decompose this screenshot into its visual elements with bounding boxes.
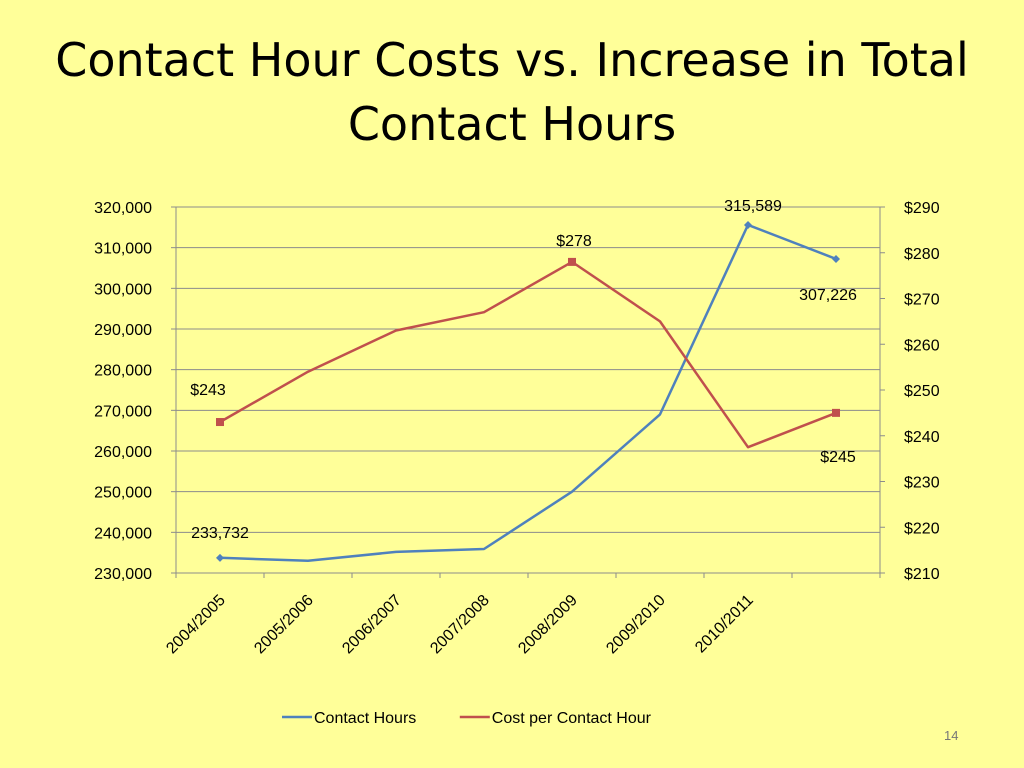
left-tick-label: 260,000	[94, 444, 152, 461]
left-tick-label: 280,000	[94, 363, 152, 380]
x-tick-label: 2010/2011	[692, 592, 757, 657]
data-label: $245	[820, 449, 856, 466]
slide-title: Contact Hour Costs vs. Increase in Total…	[55, 33, 969, 151]
left-tick-label: 310,000	[94, 241, 152, 258]
data-label: $243	[190, 382, 226, 399]
left-tick-label: 240,000	[94, 525, 152, 542]
x-tick-label: 2005/2006	[251, 592, 317, 658]
data-point	[216, 553, 224, 562]
left-tick-label: 300,000	[94, 281, 152, 298]
x-tick-label: 2009/2010	[603, 592, 669, 658]
x-tick-label: 2004/2005	[163, 592, 229, 658]
data-point	[216, 418, 224, 427]
left-tick-label: 270,000	[94, 403, 152, 420]
data-point	[744, 220, 752, 229]
x-tick-label: 2007/2008	[427, 592, 493, 658]
data-label: 233,732	[191, 525, 249, 542]
data-point	[832, 408, 840, 417]
legend-label: Cost per Contact Hour	[492, 710, 652, 727]
series-line-contact-hours	[219, 223, 837, 563]
right-tick-label: $270	[904, 292, 940, 309]
data-label: 315,589	[724, 198, 782, 215]
left-tick-label: 250,000	[94, 485, 152, 502]
right-tick-label: $210	[904, 566, 940, 583]
right-tick-label: $290	[904, 200, 940, 217]
data-point	[832, 254, 840, 263]
left-tick-label: 320,000	[94, 200, 152, 217]
data-label: 307,226	[799, 287, 857, 304]
right-tick-label: $280	[904, 246, 940, 263]
left-tick-label: 230,000	[94, 566, 152, 583]
right-tick-label: $220	[904, 520, 940, 537]
right-tick-label: $250	[904, 383, 940, 400]
slide-number: 14	[944, 728, 959, 743]
legend-label: Contact Hours	[314, 710, 416, 727]
right-tick-label: $260	[904, 337, 940, 354]
right-tick-label: $230	[904, 475, 940, 492]
series-line-cost-per-contact-hour	[219, 260, 837, 449]
x-tick-label: 2006/2007	[339, 592, 405, 658]
left-tick-label: 290,000	[94, 322, 152, 339]
x-tick-label: 2008/2009	[515, 592, 581, 658]
right-tick-label: $240	[904, 429, 940, 446]
data-label: $278	[556, 233, 592, 250]
data-point	[568, 257, 576, 266]
